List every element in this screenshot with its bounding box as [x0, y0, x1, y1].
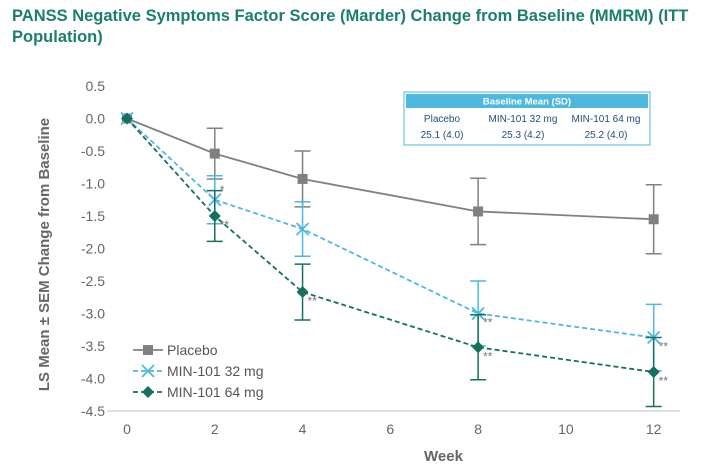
data-point: [121, 112, 133, 125]
y-ticks: 0.5 0.0 -0.5 -1.0 -1.5 -2.0 -2.5 -3.0 -3.5 -4.0 -4…: [81, 78, 105, 419]
baseline-value-64mg: 25.2 (4.0): [585, 130, 628, 141]
y-tick-label: -1.0: [81, 176, 105, 192]
data-point: [473, 206, 484, 217]
series-line: [126, 117, 654, 339]
x-tick-label: 10: [558, 421, 574, 437]
data-point: [297, 173, 308, 184]
data-point: [647, 366, 660, 378]
data-point-stroke: [295, 222, 310, 236]
significance-label: **: [308, 294, 318, 308]
series-min-101-32-mg: *****: [120, 111, 669, 372]
legend-label: Placebo: [167, 342, 218, 358]
significance-label: **: [483, 316, 493, 330]
legend-item: MIN-101 64 mg: [133, 384, 263, 400]
x-axis-title: Week: [424, 448, 464, 465]
axes: 0 2 4 6 8 10 12 0.5 0.0 -0.5 -1.0 -1.5 -2.0 -2.5 -3.0…: [81, 78, 680, 437]
y-tick-label: -2.5: [81, 273, 105, 289]
baseline-table: Baseline Mean (SD) Placebo MIN-101 32 mg…: [403, 91, 651, 146]
legend-label: MIN-101 64 mg: [167, 384, 263, 400]
baseline-col-placebo: Placebo: [424, 114, 461, 125]
legend-marker: [142, 386, 154, 398]
x-ticks: 0 2 4 6 8 10 12: [123, 421, 662, 437]
baseline-table-header: Baseline Mean (SD): [483, 97, 571, 108]
legend-item: Placebo: [133, 342, 218, 358]
legend-label: MIN-101 32 mg: [167, 363, 263, 379]
y-tick-label: 0.5: [86, 78, 106, 94]
chart-title: PANSS Negative Symptoms Factor Score (Ma…: [12, 7, 689, 46]
x-tick-label: 6: [386, 421, 394, 437]
x-tick-label: 4: [299, 421, 307, 437]
data-point: [472, 341, 485, 354]
data-point: [208, 210, 221, 222]
y-tick-label: -3.5: [81, 338, 105, 354]
y-tick-label: -4.5: [81, 403, 105, 419]
y-tick-label: -4.0: [81, 371, 105, 387]
y-tick-label: -1.5: [81, 208, 105, 224]
x-tick-label: 2: [211, 421, 219, 437]
data-point: [209, 148, 220, 159]
significance-label: **: [483, 349, 493, 363]
series-layer: *************: [120, 111, 669, 408]
legend-item: MIN-101 32 mg: [133, 363, 263, 379]
data-point: [648, 214, 659, 225]
significance-label: *: [220, 183, 225, 197]
baseline-table-header-bg: [406, 94, 648, 108]
data-point: [471, 306, 485, 321]
legend: Placebo MIN-101 32 mg MIN-101 64 mg: [133, 342, 263, 400]
y-tick-label: -3.0: [81, 306, 105, 322]
significance-label: **: [659, 340, 669, 354]
legend-marker-stroke: [141, 364, 155, 378]
legend-marker: [143, 345, 153, 355]
x-tick-label: 0: [123, 421, 131, 437]
baseline-col-32mg: MIN-101 32 mg: [489, 114, 558, 125]
significance-label: **: [659, 374, 669, 388]
legend-marker: [141, 364, 155, 378]
significance-label: **: [220, 218, 230, 232]
y-axis-title: LS Mean ± SEM Change from Baseline: [36, 118, 53, 391]
baseline-value-32mg: 25.3 (4.2): [502, 130, 545, 141]
y-tick-label: 0.0: [86, 111, 106, 127]
x-tick-label: 8: [474, 421, 482, 437]
series-min-101-64-mg: ** ** ** **: [121, 112, 669, 408]
x-tick-label: 12: [646, 421, 662, 437]
y-tick-label: -2.0: [81, 241, 105, 257]
data-point: [295, 222, 310, 236]
baseline-value-placebo: 25.1 (4.0): [421, 130, 464, 141]
y-tick-label: -0.5: [81, 143, 105, 159]
series-line: [126, 117, 654, 373]
data-point-stroke: [471, 306, 485, 321]
data-point: [296, 286, 309, 299]
baseline-col-64mg: MIN-101 64 mg: [572, 114, 641, 125]
